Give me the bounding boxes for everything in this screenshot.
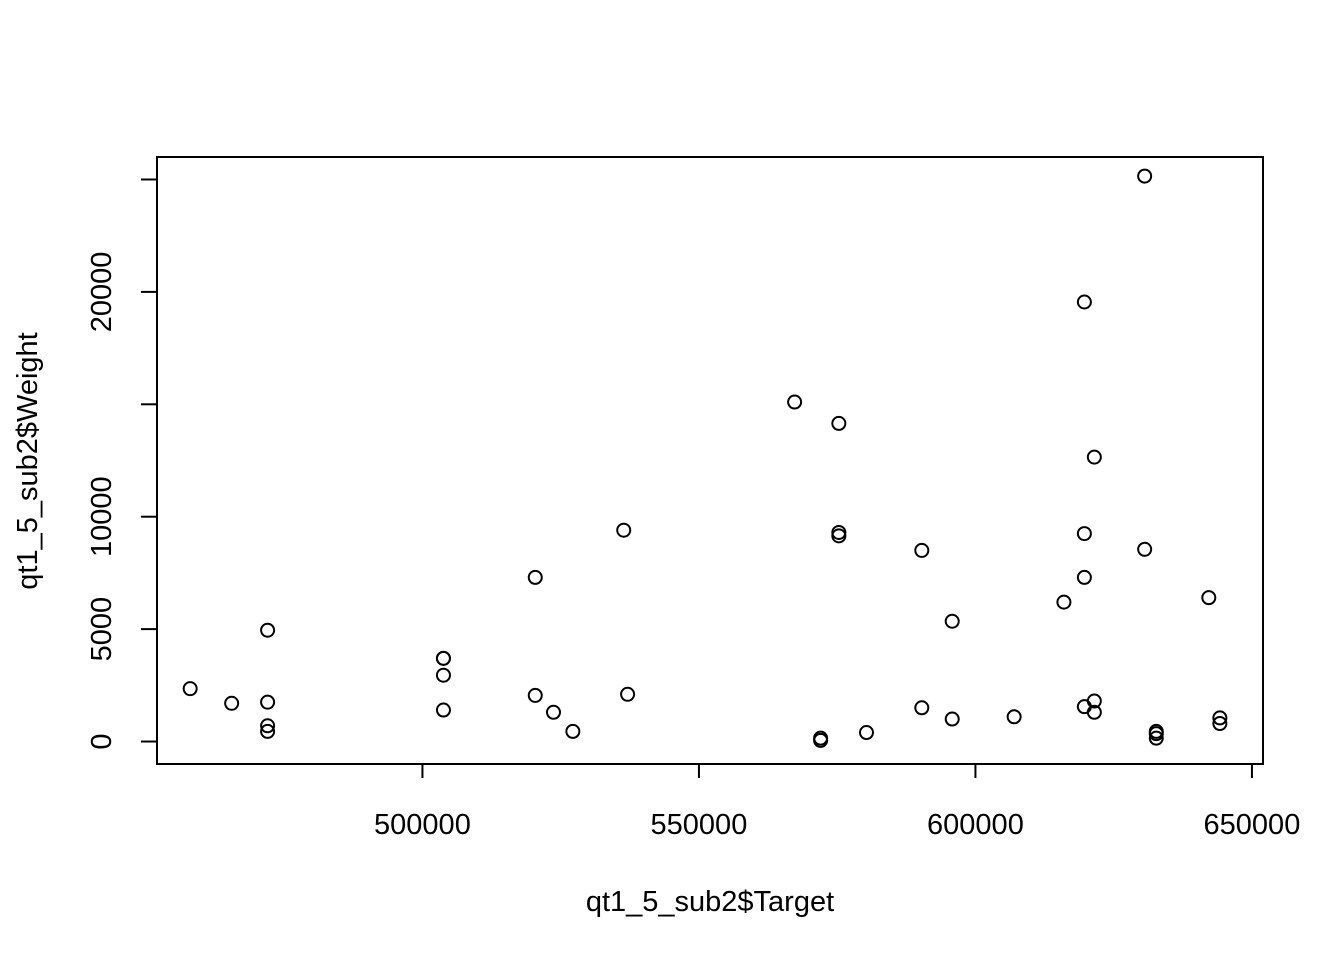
y-tick-label: 20000 <box>86 252 118 333</box>
data-point <box>1086 449 1102 465</box>
data-point <box>527 569 543 585</box>
data-point <box>260 694 276 710</box>
data-point <box>1076 526 1092 542</box>
data-point <box>858 725 874 741</box>
data-point <box>260 723 276 739</box>
data-point <box>914 700 930 716</box>
data-point <box>1086 693 1102 709</box>
x-axis-title: qt1_5_sub2$Target <box>586 886 834 918</box>
data-point <box>813 732 829 748</box>
data-point <box>435 702 451 718</box>
x-tick-label: 650000 <box>1204 809 1301 841</box>
data-point <box>527 687 543 703</box>
data-point <box>1006 709 1022 725</box>
data-point <box>944 711 960 727</box>
y-axis-title: qt1_5_sub2$Weight <box>12 332 44 589</box>
data-point <box>1056 594 1072 610</box>
data-point <box>1212 710 1228 726</box>
data-point <box>1086 704 1102 720</box>
plot-frame <box>156 156 1264 765</box>
data-point <box>914 542 930 558</box>
data-point <box>1076 294 1092 310</box>
data-point <box>1137 168 1153 184</box>
data-point <box>1137 541 1153 557</box>
data-point <box>435 667 451 683</box>
data-point <box>260 718 276 734</box>
data-point <box>787 394 803 410</box>
data-point <box>182 681 198 697</box>
data-point <box>1148 730 1164 746</box>
data-points <box>182 168 1228 748</box>
data-point <box>1201 590 1217 606</box>
data-point <box>435 650 451 666</box>
data-point <box>565 723 581 739</box>
data-point <box>944 613 960 629</box>
data-point <box>1212 716 1228 732</box>
x-tick-label: 500000 <box>374 809 471 841</box>
x-tick-label: 600000 <box>927 809 1024 841</box>
y-tick-label: 5000 <box>86 597 118 662</box>
data-point <box>620 686 636 702</box>
data-point <box>1076 569 1092 585</box>
data-point <box>224 695 240 711</box>
data-point <box>831 528 847 544</box>
data-point <box>546 704 562 720</box>
data-point <box>260 622 276 638</box>
data-point <box>616 522 632 538</box>
y-tick-label: 10000 <box>86 476 118 557</box>
y-axis: 0 5000 10000 20000 <box>86 178 158 750</box>
x-axis: 500000 550000 600000 650000 <box>374 763 1301 841</box>
data-point <box>1148 726 1164 742</box>
data-point <box>831 415 847 431</box>
x-tick-label: 550000 <box>651 809 748 841</box>
y-tick-label: 0 <box>86 733 118 749</box>
